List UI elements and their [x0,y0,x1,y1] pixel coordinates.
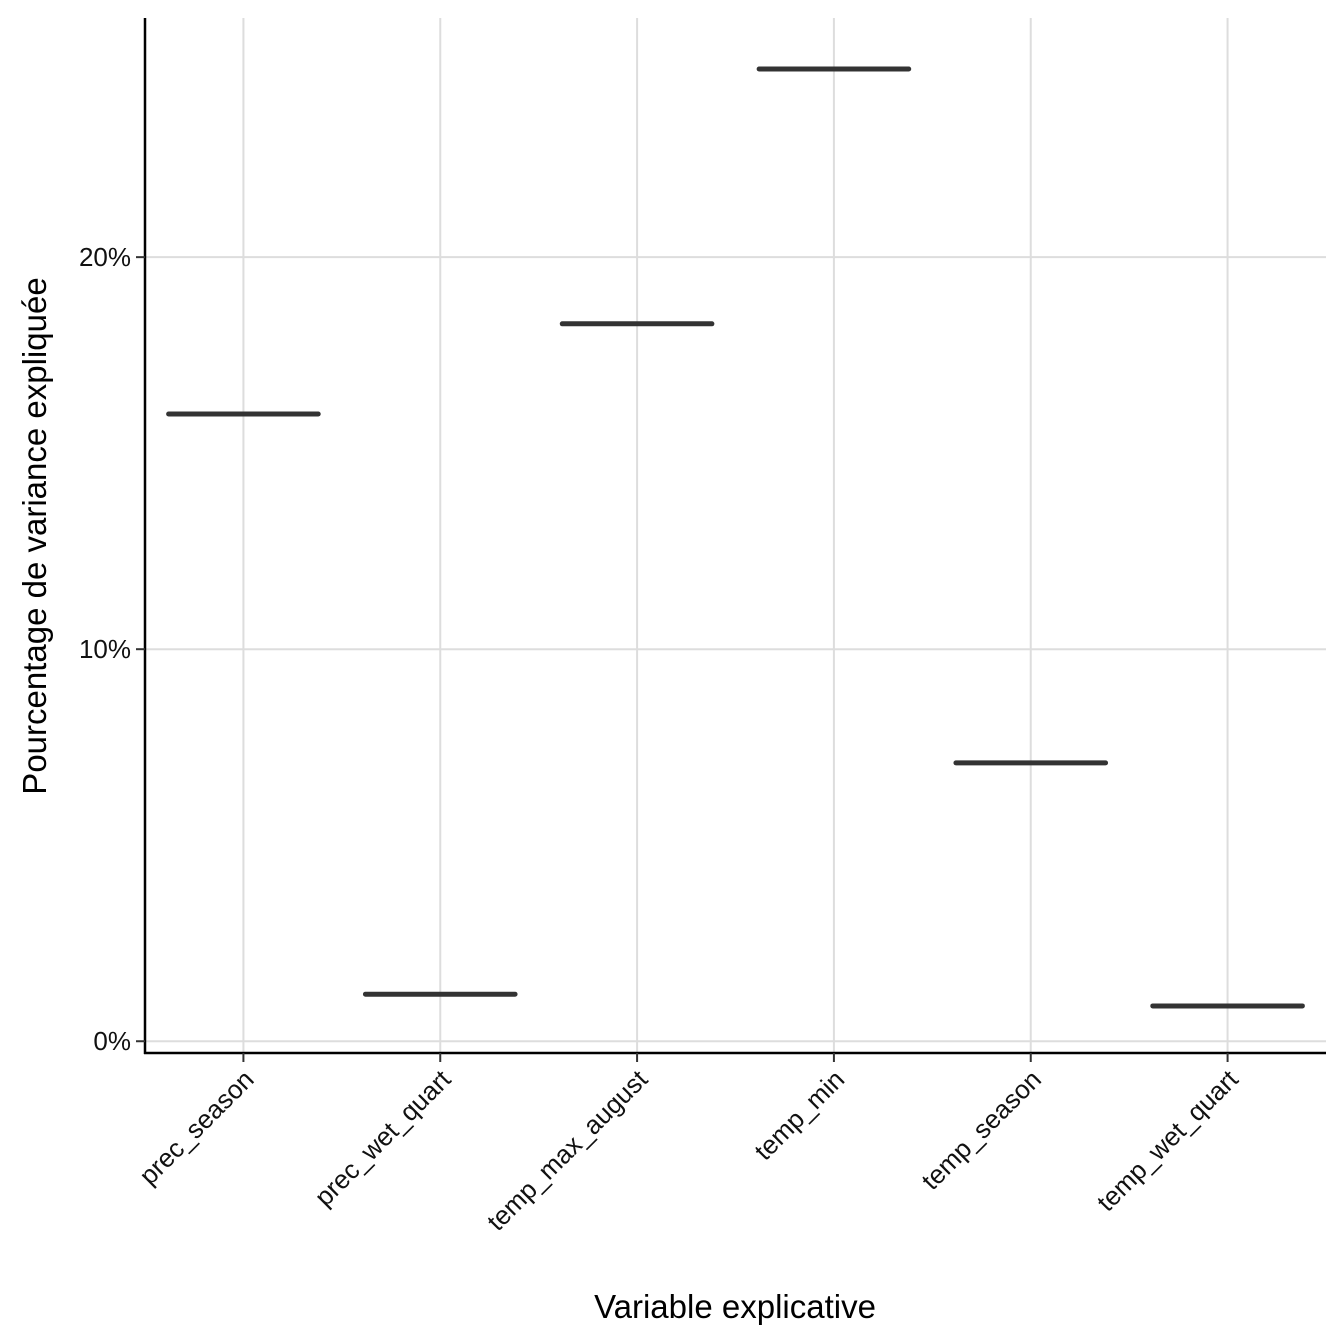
grid-lines [145,18,1326,1053]
axis-ticks: 0% 10% 20% prec_season prec_wet_quart temp_ma… [79,242,1244,1236]
x-axis-title: Variable explicative [594,1288,876,1325]
y-tick-label: 20% [79,242,131,272]
axes [143,18,1326,1055]
box-marks [166,66,1305,1009]
x-tick-label-temp_wet_quart: temp_wet_quart [1091,1063,1245,1217]
y-tick-label: 10% [79,634,131,664]
x-tick-label-prec_wet_quart: prec_wet_quart [309,1063,457,1211]
y-tick-label: 0% [93,1026,131,1056]
x-tick-label-temp_max_august: temp_max_august [481,1063,654,1236]
x-tick-label-prec_season: prec_season [133,1064,259,1190]
x-tick-label-temp_season: temp_season [915,1064,1047,1196]
x-tick-label-temp_min: temp_min [748,1064,850,1166]
y-axis-title: Pourcentage de variance expliquée [16,277,53,794]
